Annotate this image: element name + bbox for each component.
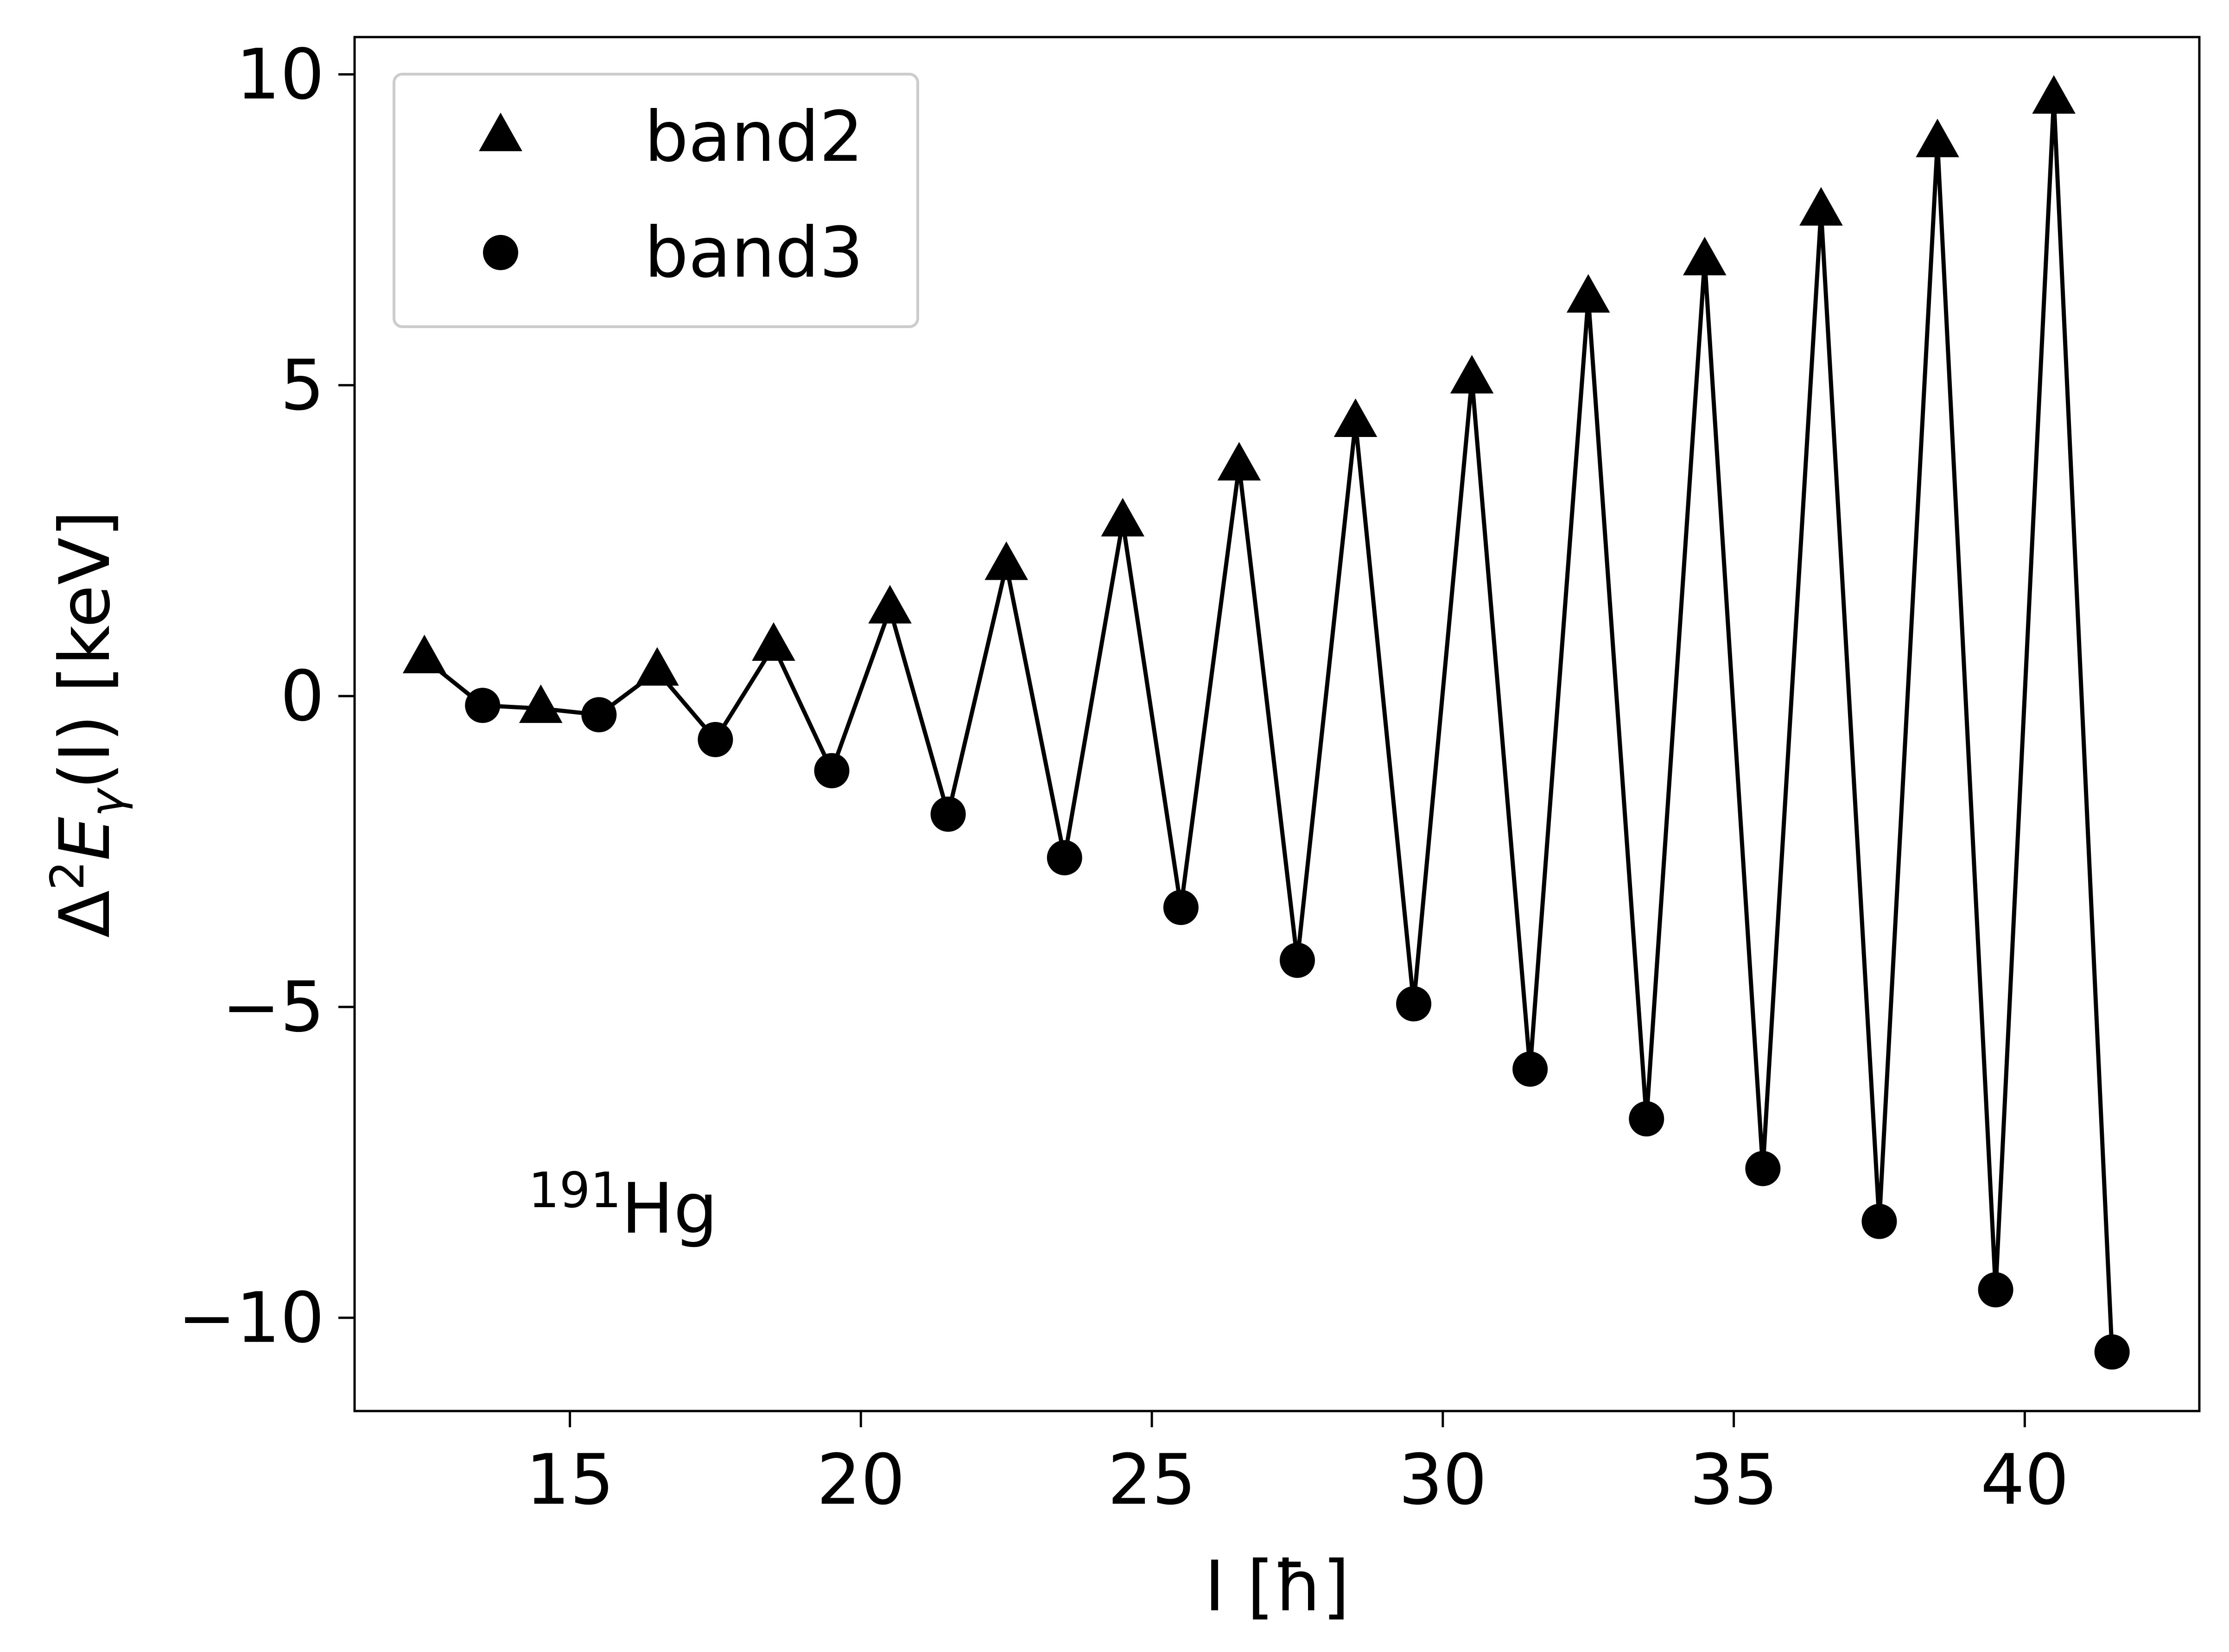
x-tick-label: 25 xyxy=(1108,1440,1196,1520)
y-tick-label: 0 xyxy=(280,656,324,737)
x-tick-label: 15 xyxy=(526,1440,614,1520)
y-axis-label-main: E xyxy=(45,817,126,861)
band3-point xyxy=(1512,1051,1548,1087)
tick-layer: 15 20 25 30 35 40 10 5 0 −5 −10 xyxy=(178,34,2069,1520)
band3-point xyxy=(814,753,850,789)
legend-label-band2: band2 xyxy=(644,97,864,177)
y-tick-label: 10 xyxy=(236,34,324,115)
y-axis-label-sup: 2 xyxy=(40,861,95,891)
x-tick-label: 20 xyxy=(817,1440,905,1520)
band2-point xyxy=(635,647,679,686)
band3-point xyxy=(581,697,617,733)
band2-point xyxy=(868,585,912,624)
y-tick-label: 5 xyxy=(280,345,324,426)
band2-point xyxy=(752,622,795,661)
band2-point xyxy=(2032,75,2076,114)
y-axis-label-suffix: (I) [keV] xyxy=(45,510,126,789)
y-tick-label: −5 xyxy=(222,967,324,1048)
band2-point xyxy=(1566,274,1610,313)
band2-point xyxy=(1334,398,1378,437)
band3-point xyxy=(1396,986,1432,1022)
nucleus-annotation-mass: 191 xyxy=(528,1162,621,1219)
band3-point xyxy=(1047,840,1082,875)
band2-point xyxy=(519,684,563,723)
band3-point xyxy=(698,722,733,758)
legend-entries: band2 band3 xyxy=(479,97,864,293)
legend: band2 band3 xyxy=(393,73,919,328)
band3-point xyxy=(1163,890,1199,925)
band2-point xyxy=(1217,442,1261,481)
marker-layer xyxy=(402,75,2130,1370)
x-tick-label: 30 xyxy=(1398,1440,1487,1520)
plot-area-frame xyxy=(353,36,2201,1412)
y-axis-label-sub: γ xyxy=(80,787,134,817)
band2-point xyxy=(1683,236,1727,276)
band3-point xyxy=(1978,1272,2013,1308)
band3-point xyxy=(930,797,966,832)
band2-point xyxy=(1450,354,1494,394)
x-axis-label: I [ħ] xyxy=(1204,1546,1349,1627)
band2-point xyxy=(984,541,1028,580)
band3-point xyxy=(1861,1203,1897,1239)
y-axis-label: Δ2Eγ(I) [keV] xyxy=(40,510,134,938)
legend-box xyxy=(393,73,919,328)
band3-point xyxy=(465,688,501,723)
band3-point xyxy=(2094,1334,2130,1370)
nucleus-annotation-symbol: Hg xyxy=(621,1169,718,1249)
band3-point xyxy=(1629,1101,1664,1137)
legend-marker-band3 xyxy=(483,235,518,270)
band3-point xyxy=(1745,1151,1781,1186)
x-tick-label: 40 xyxy=(1981,1440,2069,1520)
band2-point xyxy=(402,634,446,673)
x-tick-label: 35 xyxy=(1689,1440,1778,1520)
y-tick-label: −10 xyxy=(178,1278,324,1359)
band3-point xyxy=(1279,943,1315,978)
band2-point xyxy=(1916,119,1959,158)
band2-point xyxy=(1101,498,1145,537)
y-axis-label-prefix: Δ xyxy=(45,890,126,938)
band2-point xyxy=(1799,187,1843,226)
legend-marker-band2 xyxy=(479,113,522,152)
nucleus-annotation: 191Hg xyxy=(528,1162,718,1249)
legend-label-band3: band3 xyxy=(644,213,864,293)
